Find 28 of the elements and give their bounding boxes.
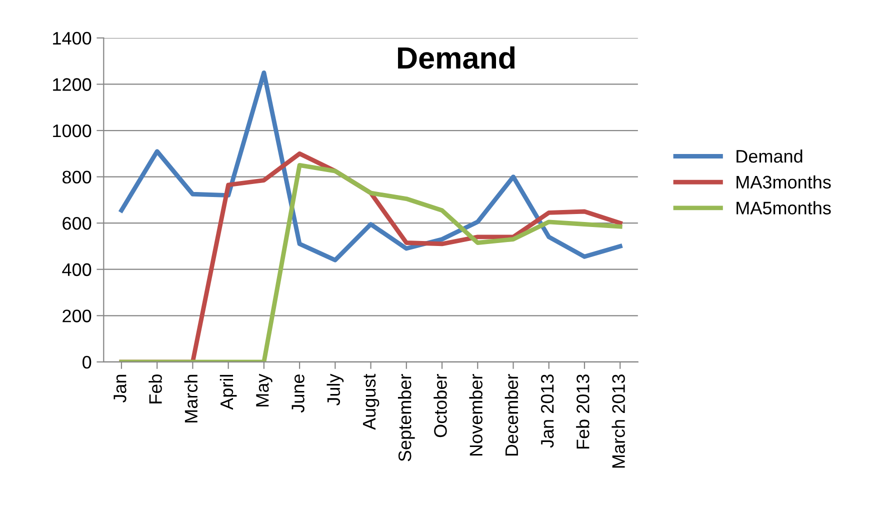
y-tick-label: 0 (82, 356, 92, 369)
x-tick-label: October (434, 374, 447, 438)
x-tick-label: September (398, 374, 415, 462)
y-tick-label: 1400 (53, 32, 92, 45)
x-tick-label: Jan (114, 374, 126, 403)
x-tick-label: Feb 2013 (576, 374, 590, 449)
y-tick-label: 200 (62, 310, 92, 322)
legend-label: MA3months (736, 175, 831, 189)
x-tick-label: Jan 2013 (540, 374, 554, 448)
legend-label: MA5months (736, 201, 831, 214)
y-tick-label: 1000 (53, 124, 92, 138)
x-tick-label: December (504, 374, 518, 456)
x-tick-label: August (363, 374, 380, 430)
y-tick-label: 800 (62, 170, 92, 184)
x-tick-label: July (326, 374, 344, 406)
y-tick-label: 1200 (53, 78, 92, 91)
chart-title: Demand (398, 46, 515, 69)
x-tick-label: March 2013 (612, 374, 625, 468)
y-tick-label: 600 (62, 217, 92, 230)
x-tick-label: November (469, 374, 482, 456)
line-series (119, 70, 622, 262)
x-tick-label: April (220, 374, 237, 410)
x-tick-label: June (292, 374, 304, 413)
x-tick-label: Feb (148, 374, 162, 404)
x-tick-label: May (256, 374, 272, 406)
y-tick-label: 400 (62, 263, 92, 276)
x-tick-label: March (184, 374, 198, 422)
legend-label: Demand (736, 149, 802, 163)
